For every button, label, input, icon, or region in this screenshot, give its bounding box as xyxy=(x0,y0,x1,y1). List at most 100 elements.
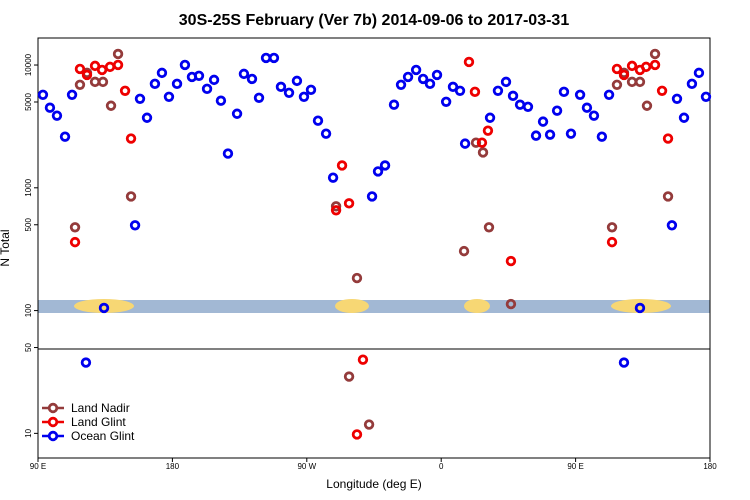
point xyxy=(327,172,339,183)
point xyxy=(634,76,646,88)
point xyxy=(51,110,63,121)
point xyxy=(551,105,563,116)
point xyxy=(59,131,71,142)
point xyxy=(662,191,674,202)
point xyxy=(558,86,570,98)
point xyxy=(351,272,363,284)
point xyxy=(606,236,618,248)
point xyxy=(74,63,86,75)
point xyxy=(149,78,161,90)
point xyxy=(603,89,615,101)
point xyxy=(606,222,618,233)
legend-marker xyxy=(47,430,59,442)
y-tick-label: 500 xyxy=(24,218,33,232)
y-tick-label: 5000 xyxy=(24,93,33,111)
point xyxy=(330,201,342,212)
point xyxy=(463,56,475,68)
y-tick-label: 10 xyxy=(24,428,33,437)
point xyxy=(505,255,517,267)
point xyxy=(44,102,56,113)
point xyxy=(119,85,131,96)
point xyxy=(215,95,227,106)
point xyxy=(596,131,608,142)
point xyxy=(492,85,504,96)
chart-title: 30S-25S February (Ver 7b) 2014-09-06 to … xyxy=(179,12,570,29)
point xyxy=(336,160,348,171)
point xyxy=(156,67,168,79)
point xyxy=(618,69,630,81)
point xyxy=(537,116,549,127)
point xyxy=(505,298,517,310)
point xyxy=(253,92,265,103)
point xyxy=(343,371,355,382)
point xyxy=(649,59,661,71)
point xyxy=(351,429,363,440)
y-tick-label: 50 xyxy=(24,343,33,352)
y-axis-label: N Total xyxy=(0,229,12,266)
point xyxy=(626,60,638,72)
y-tick-label: 100 xyxy=(24,303,33,317)
points xyxy=(37,48,712,440)
point xyxy=(671,93,683,104)
point xyxy=(402,71,414,83)
point xyxy=(298,91,310,103)
point xyxy=(470,137,482,148)
point xyxy=(483,222,495,233)
point xyxy=(574,89,586,101)
point xyxy=(565,128,577,139)
point xyxy=(74,79,86,91)
point xyxy=(238,68,250,80)
point xyxy=(530,130,542,141)
point xyxy=(588,110,600,121)
land-blob xyxy=(611,299,671,313)
x-tick-label: 180 xyxy=(166,462,180,471)
point xyxy=(81,69,93,81)
point xyxy=(105,100,117,111)
x-axis-label: Longitude (deg E) xyxy=(326,477,421,491)
legend-label: Land Nadir xyxy=(71,401,130,415)
ocean-band xyxy=(38,300,710,313)
point xyxy=(640,61,652,73)
point xyxy=(686,78,698,90)
point xyxy=(424,78,436,90)
point xyxy=(312,115,324,126)
legend-label: Land Glint xyxy=(71,415,126,429)
point xyxy=(372,166,384,177)
point xyxy=(330,205,342,216)
point xyxy=(134,93,146,104)
point xyxy=(395,79,407,91)
point xyxy=(641,100,653,111)
legend-marker xyxy=(47,416,59,428)
x-tick-label: 180 xyxy=(703,462,717,471)
point xyxy=(484,112,496,123)
point xyxy=(410,64,422,76)
point xyxy=(357,354,369,365)
point xyxy=(66,89,78,101)
surface-band xyxy=(38,299,710,350)
point xyxy=(500,76,512,88)
point xyxy=(320,128,332,139)
point xyxy=(678,112,690,123)
point xyxy=(656,85,668,96)
point xyxy=(581,102,593,113)
point xyxy=(544,129,556,140)
point xyxy=(97,76,109,88)
point xyxy=(700,91,712,103)
point xyxy=(454,85,466,96)
point xyxy=(379,160,391,171)
point xyxy=(440,96,452,107)
x-tick-label: 90 E xyxy=(567,462,583,471)
point xyxy=(649,48,661,60)
point xyxy=(477,147,489,158)
point xyxy=(141,112,153,123)
point xyxy=(366,191,378,202)
point xyxy=(80,357,92,368)
point xyxy=(98,302,110,314)
point xyxy=(268,52,280,64)
point xyxy=(662,133,674,144)
y-tick-label: 1000 xyxy=(24,178,33,196)
point xyxy=(469,86,481,98)
point xyxy=(222,148,234,159)
